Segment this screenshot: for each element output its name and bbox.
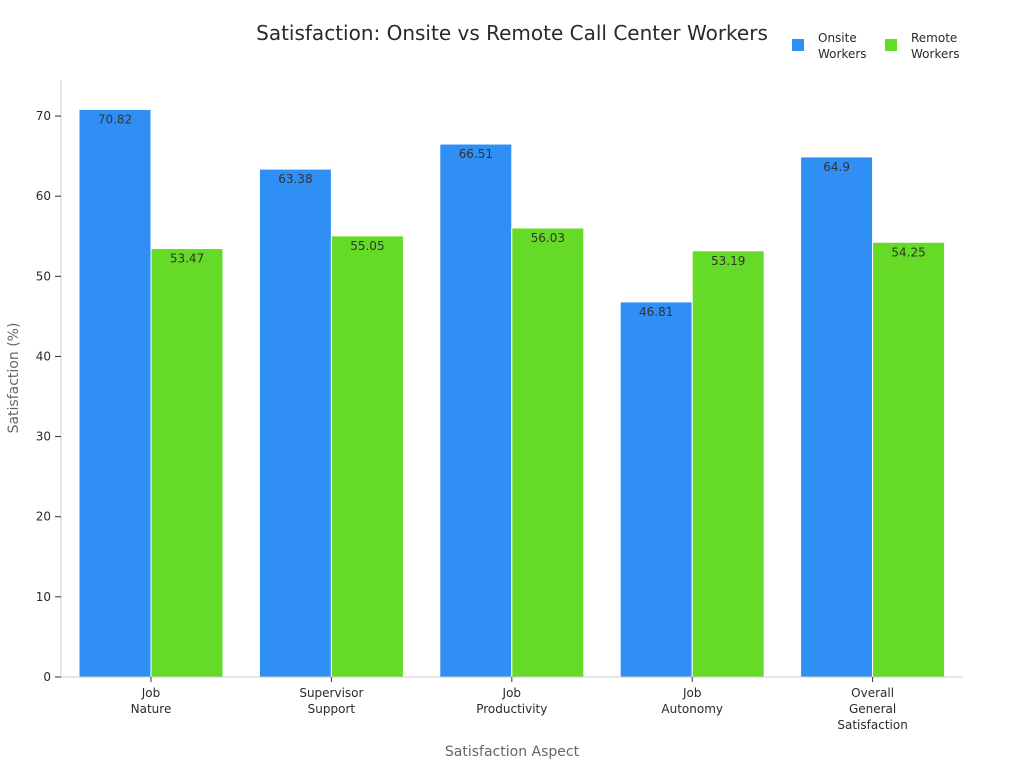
data-label-onsite-4: 64.9 — [823, 160, 850, 174]
y-axis-title: Satisfaction (%) — [6, 323, 22, 434]
data-label-remote-4: 54.25 — [891, 245, 925, 259]
data-label-onsite-1: 63.38 — [278, 172, 312, 186]
data-label-remote-3: 53.19 — [711, 254, 745, 268]
bars — [78, 108, 946, 678]
bar-onsite-2 — [439, 143, 513, 678]
data-label-remote-2: 56.03 — [531, 231, 565, 245]
data-label-remote-1: 55.05 — [350, 239, 384, 253]
legend-swatch-onsite — [792, 39, 804, 51]
bar-onsite-0 — [78, 108, 152, 678]
bar-remote-2 — [511, 227, 585, 678]
bar-remote-1 — [330, 235, 404, 678]
x-tick-label: Supervisor Support — [299, 686, 363, 716]
bar-onsite-3 — [619, 301, 693, 678]
data-label-onsite-0: 70.82 — [98, 112, 132, 126]
x-axis-title: Satisfaction Aspect — [445, 744, 580, 760]
data-labels: 70.82 53.47 63.38 55.05 66.51 56.03 46.81 53.19… — [98, 112, 926, 318]
bar-remote-3 — [691, 250, 765, 678]
legend-label-onsite: Onsite Workers — [818, 31, 867, 61]
bar-remote-4 — [872, 241, 946, 678]
y-tick-label: 30 — [36, 430, 51, 444]
bar-onsite-1 — [258, 168, 332, 678]
y-tick-label: 50 — [36, 269, 51, 283]
x-tick-label: Job Productivity — [476, 686, 547, 716]
x-tick-label: Job Nature — [131, 686, 172, 716]
data-label-onsite-2: 66.51 — [459, 147, 493, 161]
legend-label-remote: Remote Workers — [911, 31, 960, 61]
y-axis: 0 10 20 30 40 50 60 70 — [36, 80, 62, 684]
y-tick-label: 70 — [36, 109, 51, 123]
x-axis: Job Nature Supervisor Support Job Productivit… — [61, 676, 963, 732]
y-tick-label: 40 — [36, 349, 51, 363]
x-tick-label: Overall General Satisfaction — [837, 686, 907, 732]
x-tick-label: Job Autonomy — [661, 686, 723, 716]
chart-title: Satisfaction: Onsite vs Remote Call Cent… — [256, 21, 768, 45]
legend: Onsite Workers Remote Workers — [792, 31, 960, 61]
bar-onsite-4 — [800, 156, 874, 678]
bar-remote-0 — [150, 248, 224, 678]
data-label-remote-0: 53.47 — [170, 252, 204, 266]
y-tick-label: 10 — [36, 590, 51, 604]
y-tick-label: 60 — [36, 189, 51, 203]
y-tick-label: 20 — [36, 510, 51, 524]
y-tick-label: 0 — [43, 670, 51, 684]
legend-swatch-remote — [885, 39, 897, 51]
data-label-onsite-3: 46.81 — [639, 305, 673, 319]
